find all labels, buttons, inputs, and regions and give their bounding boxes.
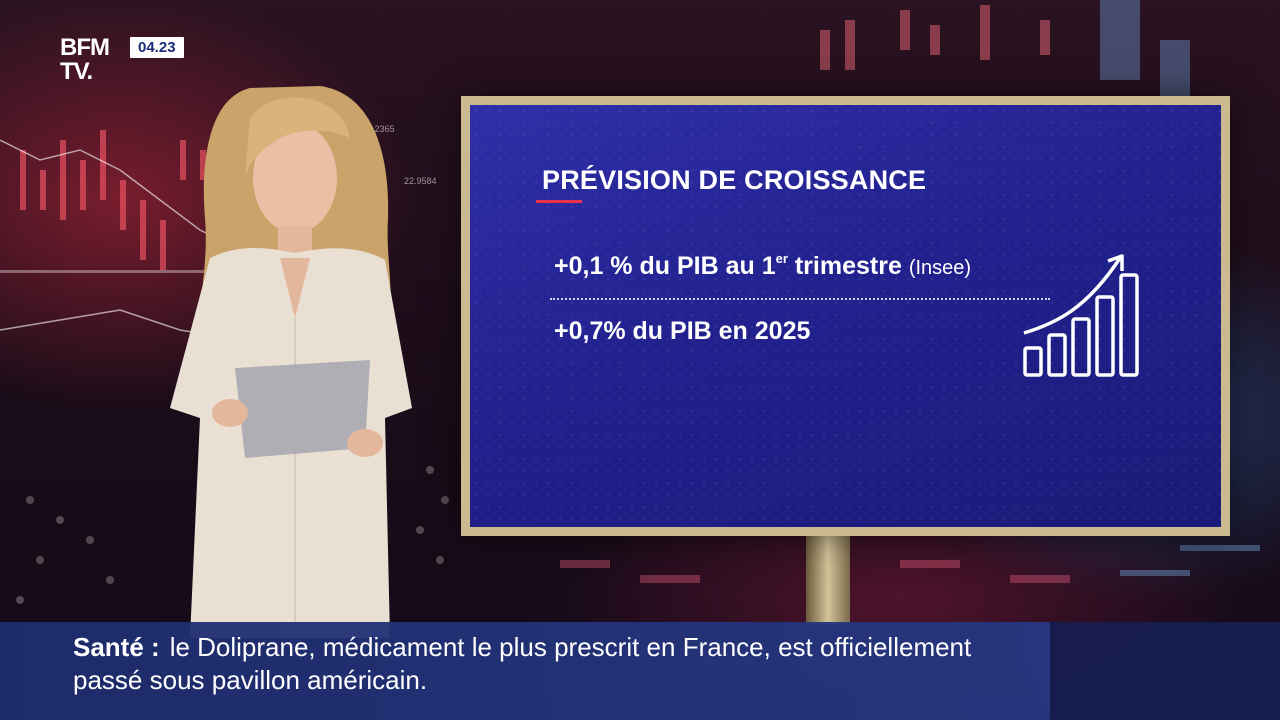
news-ticker-text: Santé : le Doliprane, médicament le plus … <box>73 631 1033 697</box>
forecast-line-1-sup: er <box>775 251 788 266</box>
forecast-line-1-main: +0,1 % du PIB au 1 <box>554 252 776 280</box>
news-ticker-side <box>1050 622 1280 720</box>
info-screen-panel: PRÉVISION DE CROISSANCE +0,1 % du PIB au… <box>470 105 1221 527</box>
background-number-2: 22.9584 <box>404 176 437 186</box>
forecast-line-1-tail: trimestre <box>787 252 902 280</box>
dotted-separator <box>550 298 1050 300</box>
info-screen: PRÉVISION DE CROISSANCE +0,1 % du PIB au… <box>461 96 1230 536</box>
presenter-figure <box>170 86 412 638</box>
background-number-1: 28.2365 <box>362 124 395 134</box>
news-ticker-bar <box>0 622 1050 720</box>
screen-stand <box>806 534 850 624</box>
forecast-line-1: +0,1 % du PIB au 1er trimestre (Insee) <box>554 251 971 281</box>
title-accent-bar <box>536 200 582 203</box>
ticker-headline: le Doliprane, médicament le plus prescri… <box>73 632 972 695</box>
forecast-source: (Insee) <box>908 257 972 279</box>
screen-title: PRÉVISION DE CROISSANCE <box>542 165 927 195</box>
logo-line-1: BFM <box>60 34 110 61</box>
ticker-category: Santé : <box>73 632 160 662</box>
broadcast-clock: 04.23 <box>130 37 184 58</box>
logo-line-2: TV. <box>60 58 93 85</box>
forecast-line-2: +0,7% du PIB en 2025 <box>554 317 811 345</box>
growth-chart-icon <box>1023 254 1139 377</box>
bfmtv-logo: BFM TV. <box>60 34 110 85</box>
